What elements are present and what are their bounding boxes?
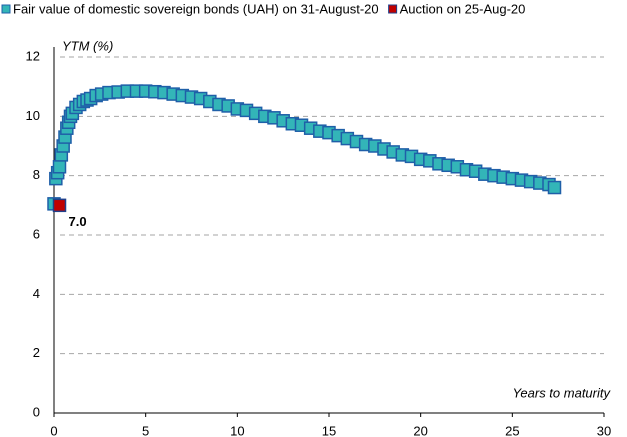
y-tick-label: 12 [26,48,40,63]
x-tick-label: 25 [505,423,519,437]
point [52,198,67,213]
legend-label: Auction on 25-Aug-20 [400,1,526,16]
data-label: 7.0 [69,214,87,229]
point [52,160,67,174]
legend-marker [388,4,398,14]
legend-label: Fair value of domestic sovereign bonds (… [13,1,379,16]
x-tick-label: 0 [50,423,57,437]
x-tick-label: 15 [322,423,336,437]
x-tick-label: 5 [142,423,149,437]
y-axis-label: YTM (%) [62,38,113,53]
y-tick-label: 4 [33,286,40,301]
y-tick-label: 8 [33,167,40,182]
x-tick-label: 20 [413,423,427,437]
x-axis-label: Years to maturity [512,385,611,400]
y-tick-label: 2 [33,345,40,360]
y-tick-label: 10 [26,108,40,123]
x-tick-label: 30 [597,423,611,437]
x-tick-label: 10 [230,423,244,437]
point [547,180,562,195]
y-tick-label: 6 [33,226,40,241]
y-tick-label: 0 [33,404,40,419]
legend-marker [1,4,11,14]
